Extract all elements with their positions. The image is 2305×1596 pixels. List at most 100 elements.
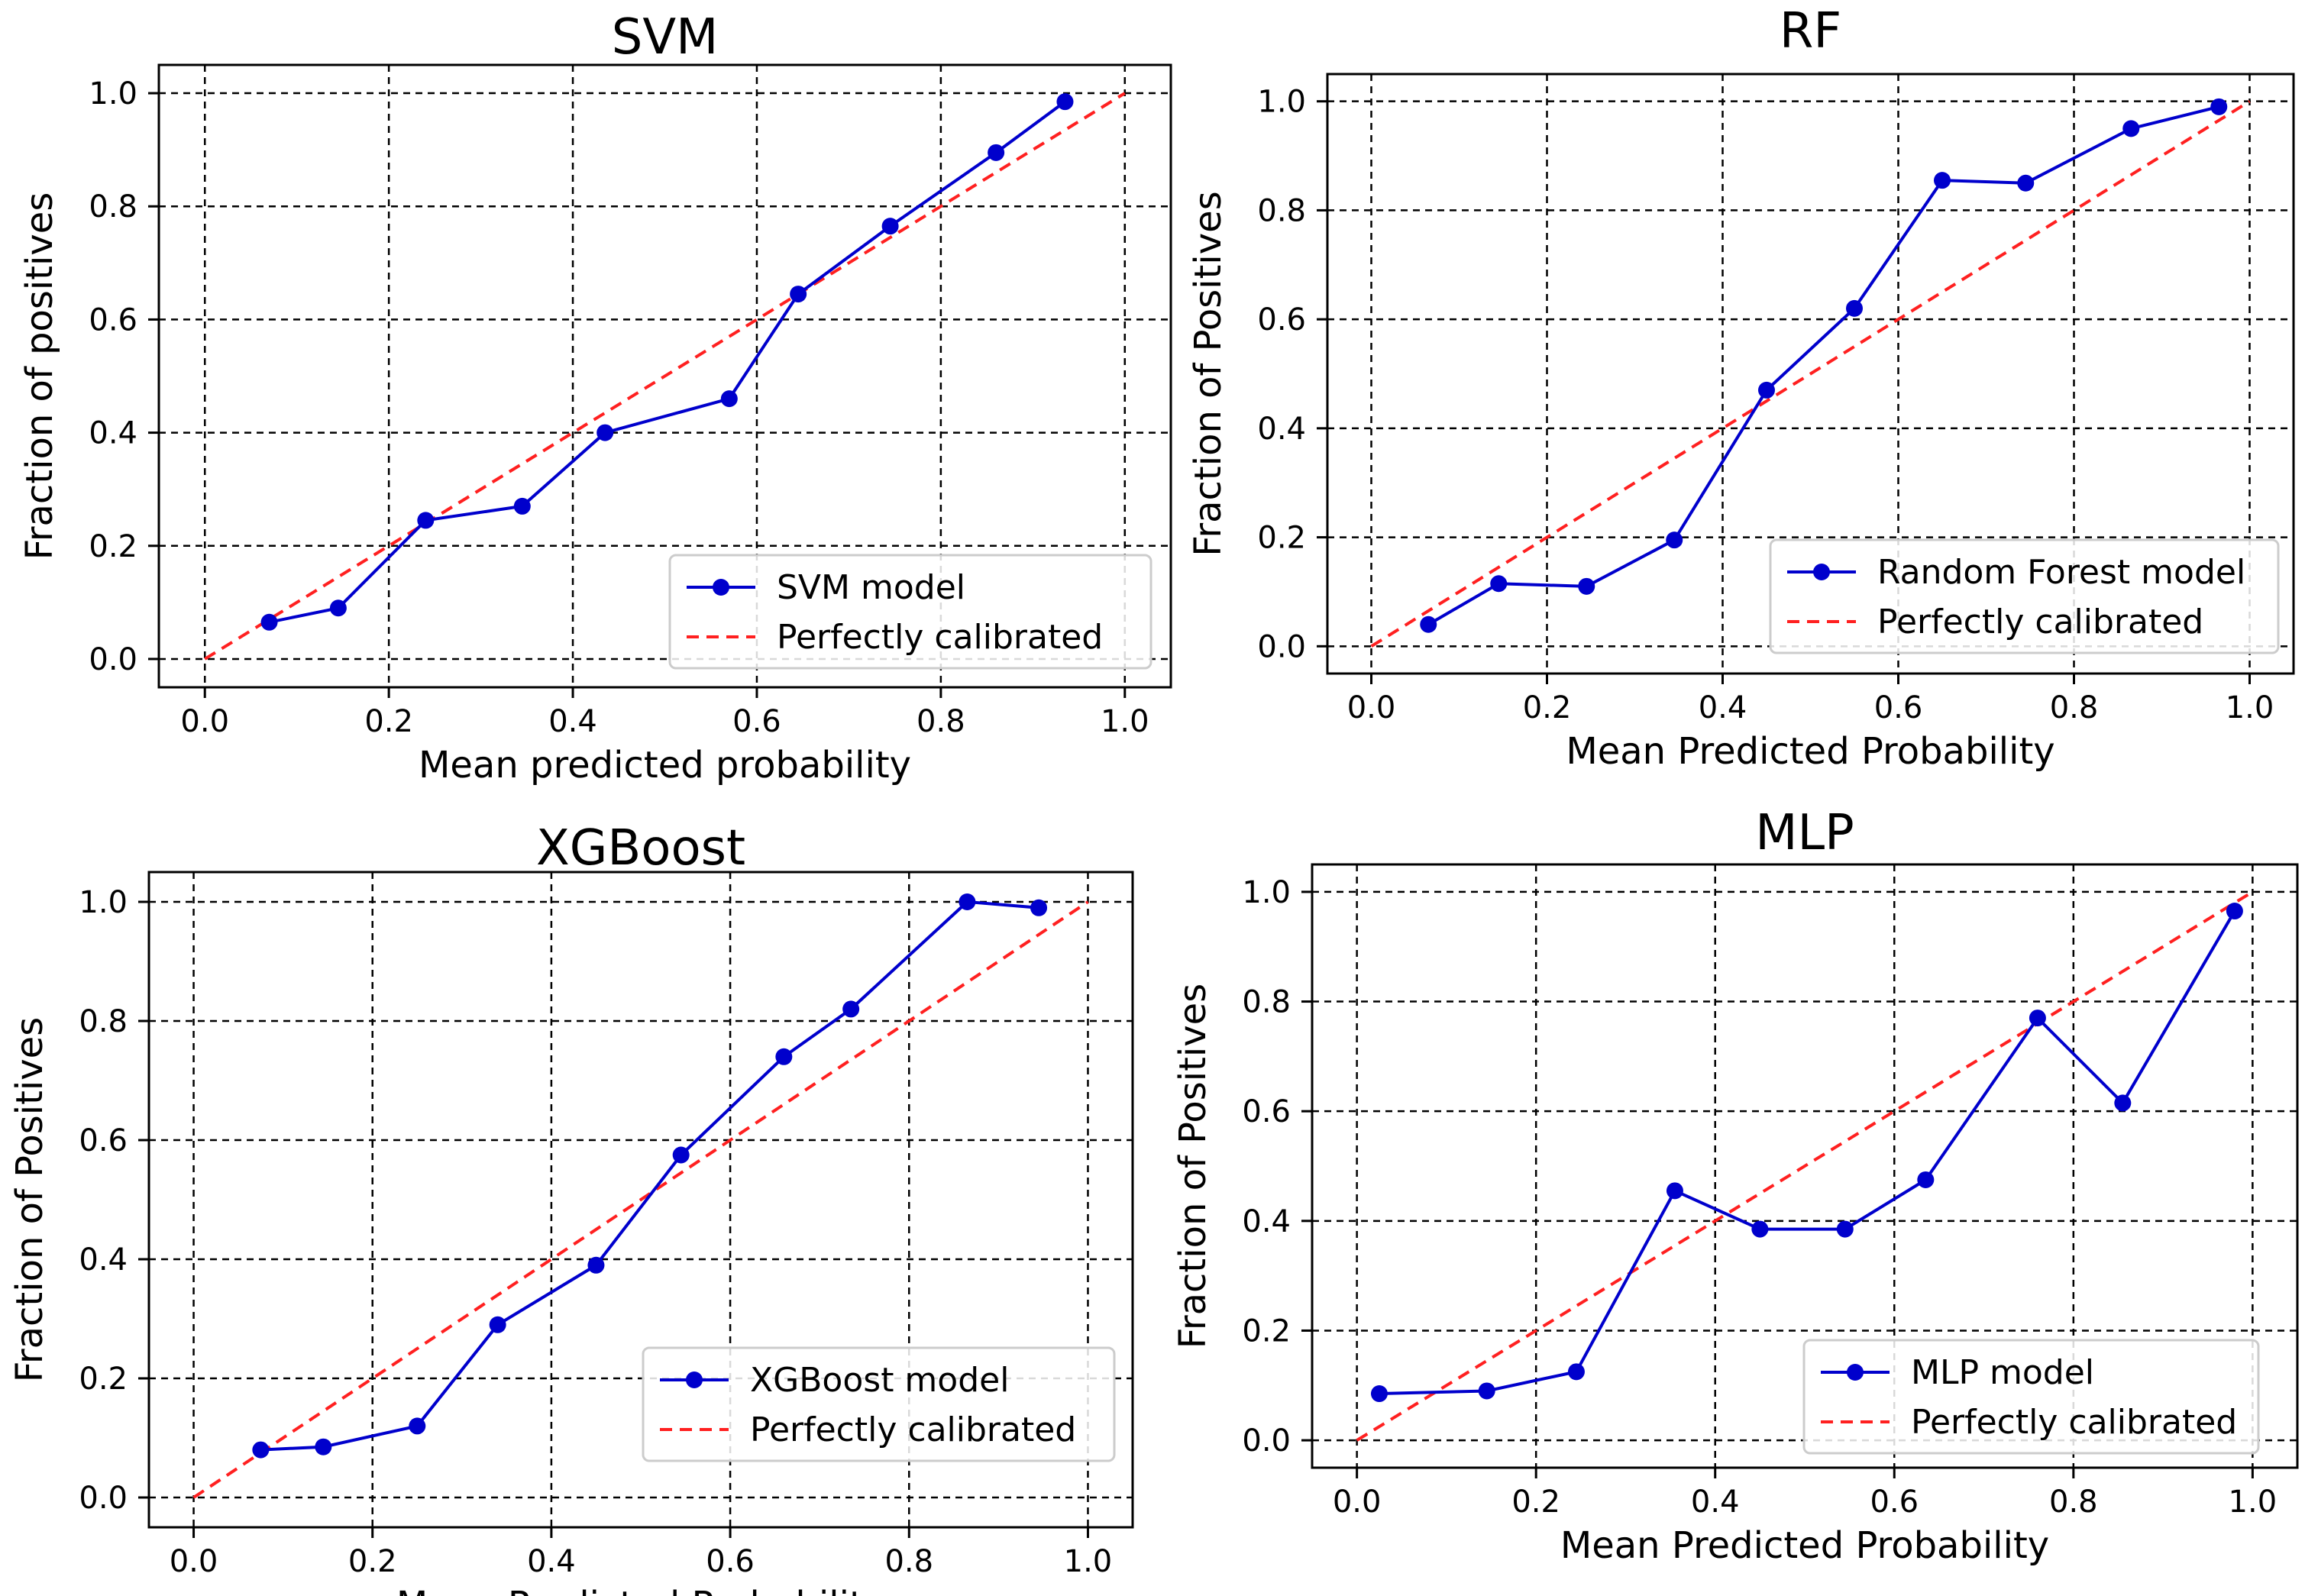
data-point [409, 1417, 426, 1435]
legend: SVM model Perfectly calibrated [668, 554, 1152, 670]
data-point [1666, 531, 1683, 549]
x-tick-label: 0.4 [548, 704, 597, 739]
data-point [790, 286, 807, 303]
x-axis-label: Mean Predicted Probability [1566, 730, 2054, 773]
chart-panel-2: 0.0 0.0 0.2 0.2 0.4 0.4 0.6 0.6 0.8 0.8 1.0 1.0 RF Me… [1187, 3, 2295, 773]
chart-panel-3: 0.0 0.0 0.2 0.2 0.4 0.4 0.6 0.6 0.8 0.8 1.0 1.0 XGBo… [8, 820, 1134, 1596]
data-point [1567, 1363, 1585, 1381]
data-point [2122, 120, 2140, 137]
data-point [1934, 172, 1951, 189]
y-axis-label: Fraction of Positives [8, 1017, 51, 1382]
x-tick-label: 0.2 [1511, 1485, 1560, 1520]
chart-title: RF [1780, 3, 1841, 60]
legend: XGBoost model Perfectly calibrated [642, 1346, 1116, 1462]
x-tick-label: 0.2 [364, 704, 413, 739]
series-line-model [1427, 105, 2219, 626]
legend: MLP model Perfectly calibrated [1802, 1339, 2260, 1455]
legend-marker-model [713, 579, 729, 596]
legend-label-model: SVM model [777, 568, 965, 607]
y-tick-label: 0.6 [1242, 1094, 1291, 1129]
y-tick-label: 0.6 [79, 1123, 128, 1158]
plot-frame [147, 871, 1134, 1529]
data-point [1578, 577, 1595, 595]
x-tick-label: 0.0 [170, 1544, 218, 1579]
data-point [260, 613, 278, 631]
data-point [2029, 1010, 2046, 1027]
y-tick-label: 1.0 [79, 885, 128, 920]
data-point [959, 893, 976, 910]
data-point [1370, 1385, 1388, 1403]
data-point [720, 390, 738, 408]
data-point [2226, 903, 2243, 920]
y-tick-label: 0.4 [89, 416, 137, 451]
y-tick-label: 0.2 [1242, 1313, 1291, 1349]
y-tick-label: 0.2 [79, 1362, 128, 1397]
series-line-perfectly-calibrated [1356, 890, 2254, 1442]
data-point [2017, 174, 2035, 192]
legend-marker-model [686, 1371, 703, 1388]
x-tick-label: 0.4 [1691, 1485, 1740, 1520]
legend-label-model: Random Forest model [1877, 553, 2245, 592]
y-tick-label: 0.4 [79, 1242, 128, 1278]
x-axis-label: Mean Predicted Probability [396, 1584, 885, 1596]
x-tick-label: 0.8 [2050, 690, 2099, 725]
data-point [988, 144, 1005, 161]
data-point [2210, 98, 2228, 115]
y-tick-label: 0.2 [89, 529, 137, 564]
legend-label-perfectly-calibrated: Perfectly calibrated [1911, 1403, 2237, 1442]
y-tick-label: 0.2 [1257, 521, 1306, 556]
x-tick-label: 0.4 [527, 1544, 576, 1579]
series-line-model [1379, 910, 2236, 1396]
data-point [489, 1316, 506, 1333]
y-tick-label: 0.4 [1242, 1204, 1291, 1239]
data-point [1846, 299, 1863, 317]
legend: Random Forest model Perfectly calibrated [1769, 538, 2280, 654]
legend-label-model: XGBoost model [750, 1361, 1009, 1400]
y-tick-label: 0.8 [89, 189, 137, 225]
y-tick-label: 0.0 [89, 642, 137, 677]
data-point [842, 1000, 860, 1018]
legend-marker-model [1847, 1364, 1864, 1381]
legend-label-perfectly-calibrated: Perfectly calibrated [750, 1410, 1076, 1449]
y-tick-label: 1.0 [1242, 875, 1291, 910]
plot-frame [157, 63, 1172, 689]
y-tick-label: 0.0 [1257, 629, 1306, 664]
legend-box [642, 1346, 1116, 1462]
data-point [1490, 575, 1508, 593]
x-tick-label: 0.0 [180, 704, 229, 739]
y-tick-label: 0.0 [1242, 1423, 1291, 1459]
series-line-model [260, 900, 1039, 1452]
legend-box [668, 554, 1152, 670]
data-point [1030, 899, 1048, 916]
x-tick-label: 0.8 [2049, 1485, 2098, 1520]
data-point [329, 599, 347, 617]
y-tick-label: 0.8 [79, 1004, 128, 1039]
x-tick-label: 0.6 [1874, 690, 1923, 725]
y-axis-label: Fraction of Positives [1172, 984, 1214, 1349]
legend-marker-model [1813, 564, 1830, 580]
legend-label-model: MLP model [1911, 1353, 2094, 1392]
data-point [672, 1146, 690, 1164]
series-line-perfectly-calibrated [204, 92, 1126, 661]
legend-box [1769, 538, 2280, 654]
data-point [1836, 1220, 1854, 1238]
data-point [1420, 615, 1437, 633]
x-tick-label: 0.8 [884, 1544, 933, 1579]
x-tick-label: 0.6 [1870, 1485, 1919, 1520]
data-point [1917, 1171, 1935, 1188]
x-tick-label: 0.8 [917, 704, 965, 739]
legend-label-perfectly-calibrated: Perfectly calibrated [777, 618, 1103, 657]
data-point [315, 1438, 332, 1455]
data-point [417, 512, 435, 529]
x-tick-label: 1.0 [2226, 690, 2274, 725]
y-axis-label: Fraction of positives [18, 192, 61, 561]
chart-title: XGBoost [536, 820, 745, 877]
x-tick-label: 1.0 [1064, 1544, 1113, 1579]
y-axis-label: Fraction of Positives [1187, 191, 1230, 556]
x-tick-label: 0.4 [1699, 690, 1747, 725]
plot-frame [1311, 863, 2299, 1469]
data-point [1666, 1182, 1683, 1200]
y-tick-label: 1.0 [1257, 85, 1306, 120]
